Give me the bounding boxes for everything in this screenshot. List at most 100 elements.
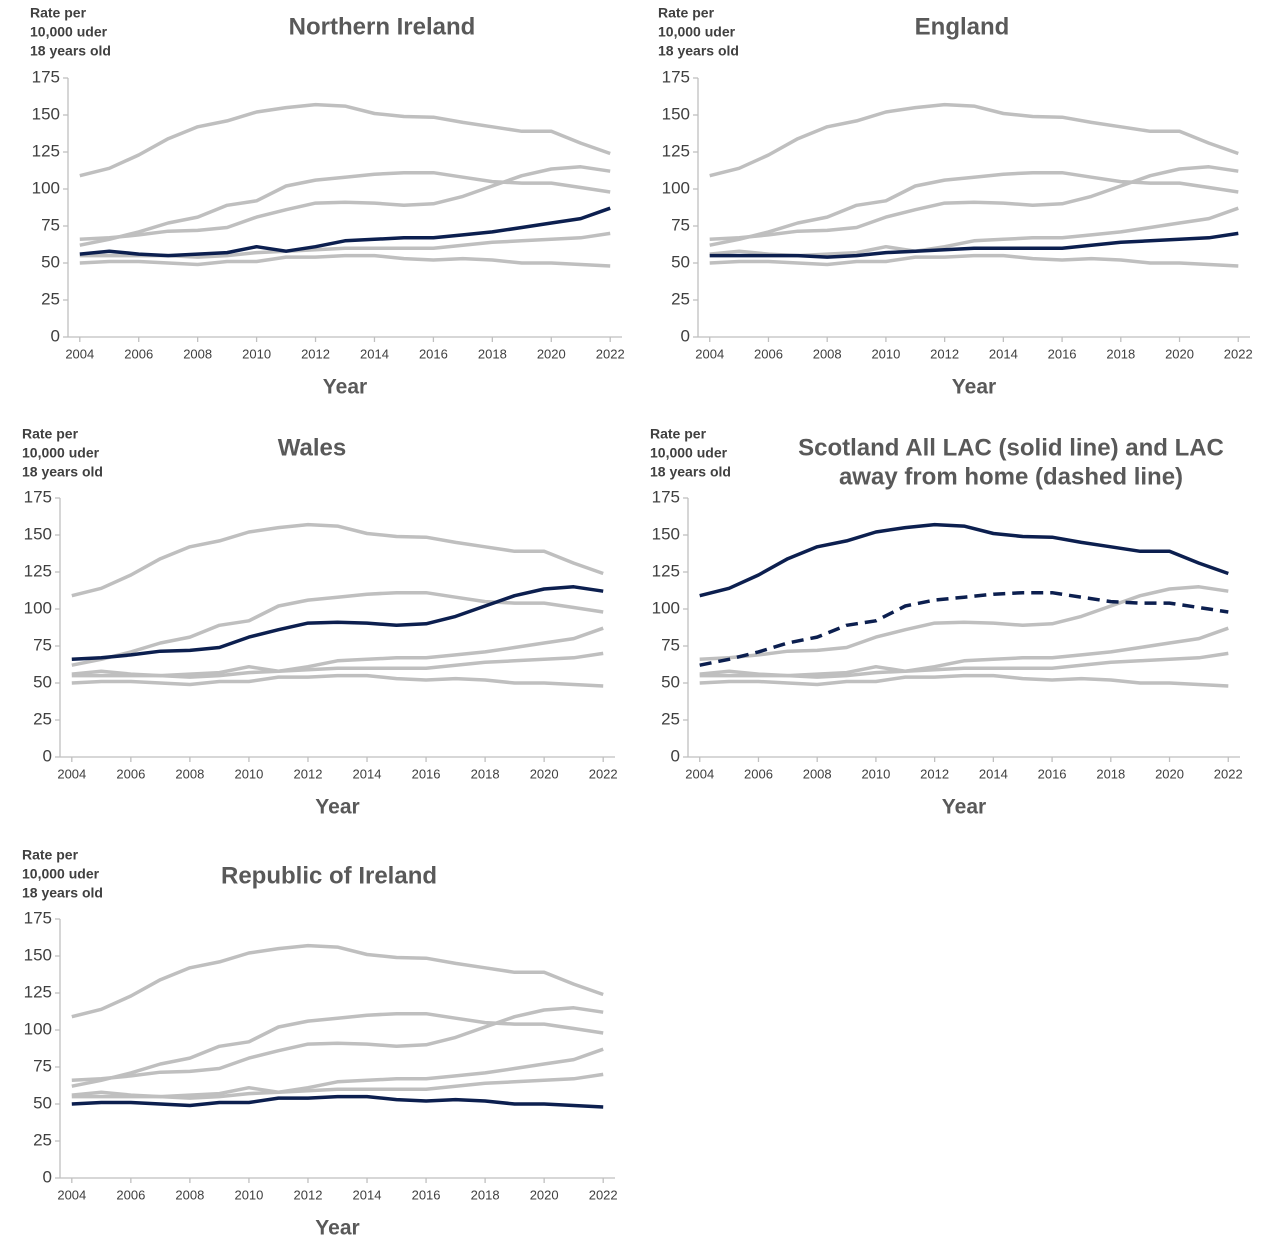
x-tick-label: 2014 — [353, 766, 382, 781]
y-tick-label: 150 — [24, 945, 52, 964]
y-axis-label: 10,000 uder — [658, 24, 736, 40]
x-tick-label: 2022 — [1214, 766, 1243, 781]
y-tick-label: 0 — [43, 746, 52, 765]
x-tick-label: 2006 — [124, 346, 153, 361]
x-tick-label: 2012 — [920, 766, 949, 781]
x-tick-label: 2022 — [596, 346, 625, 361]
y-tick-label: 100 — [32, 178, 60, 197]
y-tick-label: 75 — [661, 635, 680, 654]
series-line — [699, 590, 1229, 667]
x-tick-label: 2018 — [478, 346, 507, 361]
chart-title: away from home (dashed line) — [839, 463, 1183, 490]
panel: England Rate per 10,000 uder 18 years old Ye… — [658, 5, 1253, 399]
chart-title: Republic of Ireland — [221, 862, 437, 889]
x-tick-label: 2006 — [754, 346, 783, 361]
y-tick-label: 25 — [661, 709, 680, 728]
x-tick-label: 2004 — [65, 346, 94, 361]
y-axis-label: 18 years old — [30, 43, 111, 59]
panel: Scotland All LAC (solid line) and LACawa… — [650, 426, 1243, 819]
x-tick-label: 2010 — [871, 346, 900, 361]
x-tick-label: 2004 — [57, 1187, 86, 1202]
y-axis-label: 18 years old — [658, 43, 739, 59]
y-tick-label: 100 — [662, 178, 690, 197]
x-axis-label: Year — [315, 1217, 359, 1240]
x-tick-label: 2014 — [989, 346, 1018, 361]
y-tick-label: 50 — [33, 1093, 52, 1112]
x-axis-label: Year — [323, 376, 367, 399]
series-line — [79, 253, 611, 268]
x-tick-label: 2018 — [471, 766, 500, 781]
series-line — [79, 206, 611, 258]
y-tick-label: 175 — [32, 67, 60, 86]
x-tick-label: 2008 — [175, 766, 204, 781]
x-tick-label: 2016 — [412, 1187, 441, 1202]
panel: Republic of Ireland Rate per 10,000 uder 18… — [22, 847, 618, 1240]
x-tick-label: 2014 — [979, 766, 1008, 781]
y-axis-label: 10,000 uder — [22, 866, 100, 882]
y-tick-label: 50 — [671, 252, 690, 271]
y-tick-label: 150 — [32, 104, 60, 123]
y-tick-label: 75 — [671, 215, 690, 234]
series-line — [71, 651, 604, 679]
y-tick-label: 175 — [24, 487, 52, 506]
series-line — [699, 522, 1229, 598]
y-tick-label: 100 — [24, 598, 52, 617]
x-tick-label: 2010 — [242, 346, 271, 361]
series-line — [699, 651, 1229, 679]
y-tick-label: 25 — [33, 1130, 52, 1149]
series-line — [699, 585, 1229, 662]
chart-title: Northern Ireland — [289, 13, 476, 40]
y-tick-label: 125 — [24, 561, 52, 580]
x-tick-label: 2008 — [813, 346, 842, 361]
x-tick-label: 2018 — [1106, 346, 1135, 361]
y-tick-label: 50 — [33, 672, 52, 691]
y-axis-label: 18 years old — [22, 464, 103, 480]
series-line — [71, 1072, 604, 1100]
x-tick-label: 2012 — [294, 1187, 323, 1202]
x-axis-label: Year — [952, 376, 996, 399]
x-tick-label: 2004 — [695, 346, 724, 361]
y-axis-label: 10,000 uder — [650, 445, 728, 461]
y-tick-label: 150 — [24, 524, 52, 543]
x-axis-label: Year — [942, 796, 986, 819]
x-tick-label: 2010 — [861, 766, 890, 781]
series-line — [71, 943, 604, 1019]
chart-title: England — [915, 13, 1010, 40]
y-tick-label: 0 — [51, 326, 60, 345]
x-tick-label: 2006 — [116, 1187, 145, 1202]
y-axis-label: Rate per — [650, 426, 707, 442]
y-tick-label: 100 — [24, 1019, 52, 1038]
x-tick-label: 2008 — [803, 766, 832, 781]
series-line — [709, 165, 1239, 242]
y-tick-label: 125 — [662, 141, 690, 160]
x-tick-label: 2010 — [234, 766, 263, 781]
y-tick-label: 50 — [661, 672, 680, 691]
series-line — [71, 585, 604, 662]
y-tick-label: 175 — [24, 908, 52, 927]
y-axis-label: Rate per — [22, 426, 79, 442]
x-tick-label: 2018 — [471, 1187, 500, 1202]
y-tick-label: 125 — [24, 982, 52, 1001]
y-tick-label: 150 — [652, 524, 680, 543]
series-line — [71, 522, 604, 598]
y-tick-label: 25 — [41, 289, 60, 308]
x-tick-label: 2016 — [1048, 346, 1077, 361]
x-tick-label: 2022 — [589, 766, 618, 781]
series-line — [709, 231, 1239, 259]
x-tick-label: 2014 — [353, 1187, 382, 1202]
chart-title: Wales — [278, 434, 346, 461]
y-axis-label: 10,000 uder — [30, 24, 108, 40]
y-tick-label: 25 — [33, 709, 52, 728]
x-tick-label: 2012 — [294, 766, 323, 781]
series-line — [79, 102, 611, 178]
series-line — [71, 590, 604, 667]
x-tick-label: 2022 — [589, 1187, 618, 1202]
series-line — [709, 170, 1239, 247]
y-tick-label: 0 — [43, 1167, 52, 1186]
y-tick-label: 100 — [652, 598, 680, 617]
y-tick-label: 175 — [662, 67, 690, 86]
y-axis-label: 18 years old — [22, 885, 103, 901]
series-line — [71, 673, 604, 688]
y-axis-label: Rate per — [22, 847, 79, 863]
series-line — [71, 1011, 604, 1088]
